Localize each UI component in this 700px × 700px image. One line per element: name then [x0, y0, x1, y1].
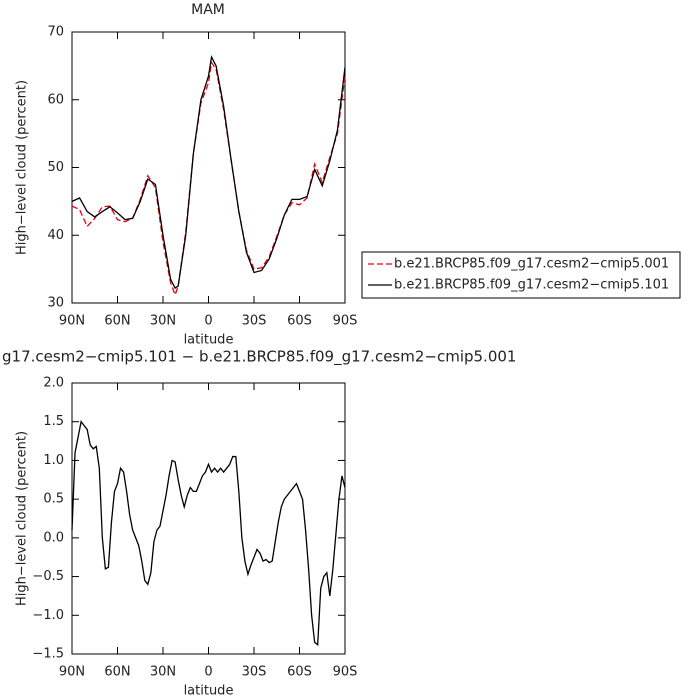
data-line	[71, 60, 346, 297]
y-axis-label: High−level cloud (percent)	[15, 80, 30, 255]
legend-label: b.e21.BRCP85.f09_g17.cesm2−cmip5.001	[394, 257, 669, 272]
x-tick-label: 60N	[104, 314, 130, 329]
chart-title: MAM	[191, 2, 225, 18]
legend-label: b.e21.BRCP85.f09_g17.cesm2−cmip5.101	[394, 278, 669, 293]
y-axis-label: High−level cloud (percent)	[15, 431, 30, 606]
y-tick-label: 40	[47, 228, 64, 243]
x-tick-label: 30N	[150, 665, 176, 680]
x-tick-label: 90N	[59, 314, 85, 329]
x-tick-label: 60N	[104, 665, 130, 680]
legend-box	[361, 251, 681, 299]
y-tick-label: 1.5	[43, 414, 64, 429]
y-tick-label: 2.0	[43, 376, 64, 391]
data-line	[71, 55, 346, 290]
x-tick-label: 90S	[333, 665, 358, 680]
x-tick-label: 60S	[287, 665, 312, 680]
y-tick-label: −1.5	[32, 647, 64, 662]
x-tick-label: 30S	[242, 314, 267, 329]
y-tick-label: −1.0	[32, 608, 64, 623]
x-tick-label: 90S	[333, 314, 358, 329]
y-tick-label: 70	[47, 25, 64, 40]
y-tick-label: 0.0	[43, 530, 64, 545]
y-tick-label: 1.0	[43, 453, 64, 468]
x-tick-label: 30S	[242, 665, 267, 680]
y-tick-label: 60	[47, 92, 64, 107]
x-tick-label: 0	[204, 314, 212, 329]
y-tick-label: 30	[47, 296, 64, 311]
y-tick-label: 0.5	[43, 492, 64, 507]
x-tick-label: 0	[204, 665, 212, 680]
chart-title: g17.cesm2−cmip5.101 − b.e21.BRCP85.f09_g…	[2, 348, 516, 367]
x-tick-label: 90N	[59, 665, 85, 680]
y-tick-label: −0.5	[32, 569, 64, 584]
x-tick-label: 30N	[150, 314, 176, 329]
y-tick-label: 50	[47, 160, 64, 175]
x-axis-label: latitude	[184, 333, 234, 348]
x-axis-label: latitude	[184, 684, 234, 699]
x-tick-label: 60S	[287, 314, 312, 329]
data-line	[71, 420, 346, 646]
